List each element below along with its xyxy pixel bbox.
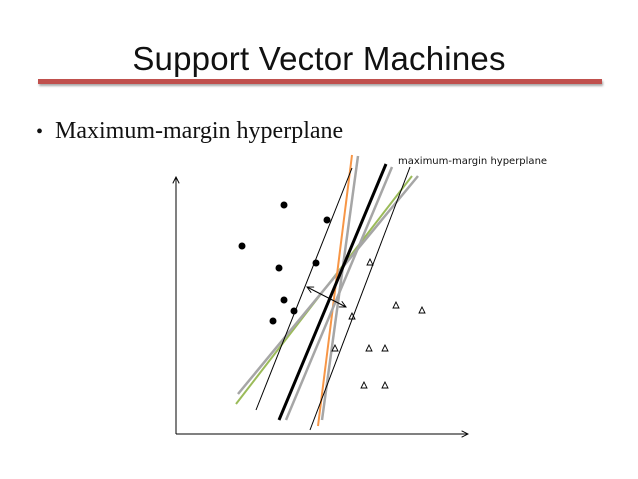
data-point-circle <box>275 264 283 272</box>
margin-line-left <box>255 167 353 411</box>
class-a-points <box>238 201 331 325</box>
hyperplane-annotation: maximum-margin hyperplane <box>398 156 547 167</box>
data-point-circle <box>312 259 320 267</box>
bullet-text: Maximum-margin hyperplane <box>55 118 344 144</box>
data-point-triangle <box>360 380 368 389</box>
margin-line-right <box>309 166 411 431</box>
data-point-circle <box>269 317 277 325</box>
data-point-triangle <box>331 343 339 352</box>
data-point-circle <box>280 201 288 209</box>
data-point-circle <box>290 307 298 315</box>
bullet-dot: • <box>36 121 44 143</box>
margin-width-arrow <box>307 287 346 307</box>
data-point-triangle <box>392 300 400 309</box>
title-rule <box>38 79 602 84</box>
data-point-triangle <box>381 380 389 389</box>
slide-title: Support Vector Machines <box>132 40 506 77</box>
data-point-circle <box>280 296 288 304</box>
data-point-triangle <box>366 257 374 266</box>
data-point-triangle <box>418 305 426 314</box>
max-margin-hyperplane <box>277 163 388 421</box>
data-point-circle <box>238 242 246 250</box>
data-point-triangle <box>381 343 389 352</box>
data-point-triangle <box>365 343 373 352</box>
data-point-circle <box>323 216 331 224</box>
data-point-triangle <box>348 311 356 320</box>
alt-hyperplane-gray-shallow <box>237 175 419 395</box>
class-b-points <box>331 257 426 389</box>
bullet-item: • Maximum-margin hyperplane <box>36 118 343 145</box>
